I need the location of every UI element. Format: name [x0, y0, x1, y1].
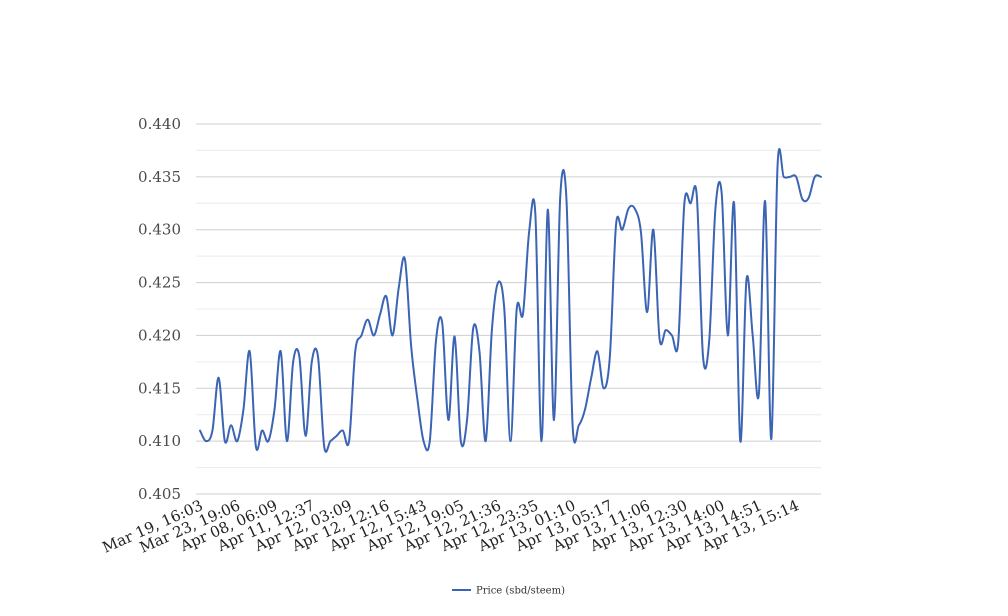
- legend-label: Price (sbd/steem): [476, 586, 565, 597]
- y-tick-label: 0.405: [138, 485, 181, 503]
- y-tick-label: 0.435: [138, 168, 181, 186]
- legend[interactable]: Price (sbd/steem): [452, 586, 565, 597]
- y-tick-label: 0.410: [138, 432, 181, 450]
- y-axis: 0.405 0.410 0.415 0.420 0.425 0.430 0.435 0.440: [138, 115, 181, 503]
- y-tick-label: 0.415: [138, 379, 181, 397]
- series-line-price: [199, 147, 822, 453]
- y-tick-label: 0.440: [138, 115, 181, 133]
- y-tick-label: 0.430: [138, 221, 181, 239]
- series-layer: [199, 147, 822, 453]
- grid-layer: [196, 123, 821, 495]
- y-tick-label: 0.425: [138, 274, 181, 292]
- y-tick-label: 0.420: [138, 326, 181, 344]
